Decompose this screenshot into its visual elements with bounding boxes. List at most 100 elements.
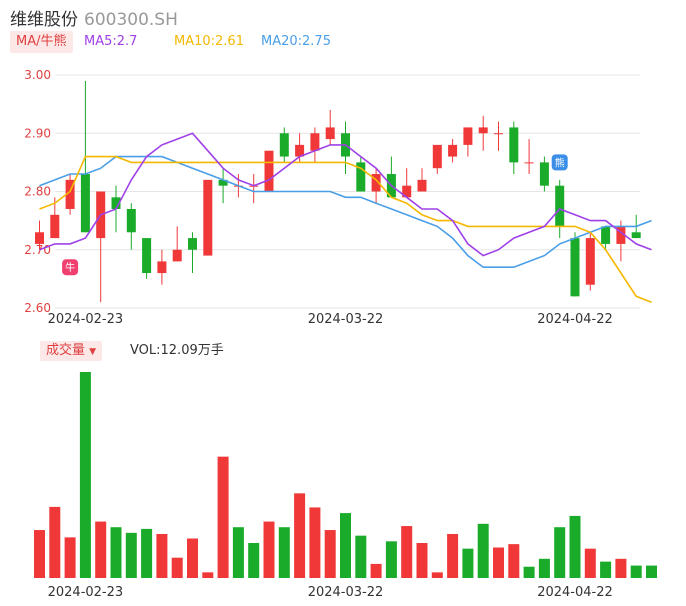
candle-down	[539, 162, 549, 186]
stock-title: 维维股份 600300.SH	[10, 5, 178, 30]
candle-up	[448, 144, 458, 157]
volume-bar	[340, 513, 351, 578]
volume-bar	[646, 565, 657, 578]
volume-bar	[615, 558, 627, 578]
volume-bar	[95, 521, 107, 578]
volume-bar	[493, 547, 504, 578]
candle-up	[432, 144, 442, 169]
volume-bar	[554, 527, 566, 578]
volume-bar	[110, 527, 122, 578]
ma10-line	[39, 155, 652, 303]
volume-bar	[49, 506, 61, 578]
volume-bar	[324, 530, 336, 578]
candle-up	[616, 226, 626, 244]
candle-up	[172, 249, 182, 262]
y-tick-label: 2.90	[24, 126, 51, 140]
candle-up	[494, 133, 503, 135]
candle-down	[356, 162, 366, 192]
ma20-line	[39, 155, 652, 268]
volume-bar	[584, 548, 596, 578]
signal-label: 熊	[555, 156, 565, 169]
candle-down	[188, 238, 197, 250]
volume-bar	[385, 541, 397, 578]
volume-bar	[171, 557, 183, 578]
volume-bar	[370, 563, 382, 578]
x-tick-label: 2024-04-22	[537, 585, 613, 600]
volume-bar	[202, 572, 214, 578]
candle-down	[570, 238, 580, 297]
candle-up	[524, 162, 534, 164]
candle-down	[509, 127, 519, 163]
volume-bar	[416, 543, 428, 578]
candle-down	[126, 208, 136, 233]
volume-bar	[523, 566, 535, 578]
stock-code: 600300.SH	[84, 10, 178, 30]
volume-bar	[248, 543, 260, 578]
x-tick-label: 2024-02-23	[48, 312, 124, 327]
volume-tab-label: 成交量	[46, 343, 86, 358]
candle-up	[65, 179, 75, 209]
volume-bar	[538, 558, 550, 578]
volume-bar	[309, 507, 321, 578]
volume-indicator-tab[interactable]: 成交量 ▼	[40, 341, 103, 361]
candle-up	[310, 133, 320, 151]
ma20-value: MA20:2.75	[261, 34, 331, 49]
volume-bar	[79, 372, 91, 578]
candle-up	[402, 185, 412, 198]
volume-bar	[462, 548, 474, 578]
volume-bar	[508, 544, 520, 578]
x-tick-label: 2024-04-22	[537, 312, 613, 327]
volume-bar	[600, 561, 612, 578]
volume-bar	[355, 535, 367, 578]
volume-bar	[156, 533, 168, 578]
volume-bar	[141, 528, 153, 578]
y-tick-label: 2.70	[24, 243, 51, 257]
ma5-value: MA5:2.7	[84, 34, 138, 49]
volume-bar	[569, 515, 581, 578]
candle-down	[279, 133, 289, 157]
ma5-line	[39, 132, 652, 257]
candle-up	[157, 261, 167, 274]
y-tick-label: 2.80	[24, 185, 51, 199]
ma-indicator-tab[interactable]: MA/牛熊	[10, 31, 73, 53]
volume-bar	[232, 527, 244, 578]
bull-signal-icon	[62, 259, 79, 276]
volume-bar	[64, 537, 76, 578]
volume-bar	[278, 527, 290, 578]
volume-bar	[477, 523, 489, 578]
volume-bar	[431, 572, 443, 578]
volume-value: VOL:12.09万手	[130, 343, 224, 358]
bear-signal-icon	[551, 154, 568, 171]
stock-name: 维维股份	[10, 10, 78, 30]
volume-bar	[447, 533, 459, 578]
y-tick-label: 2.60	[24, 301, 51, 315]
volume-bar	[187, 538, 198, 578]
ma10-value: MA10:2.61	[174, 34, 244, 49]
chevron-down-icon: ▼	[89, 347, 97, 357]
candle-up	[264, 150, 274, 192]
candle-down	[80, 174, 90, 233]
candle-up	[478, 127, 488, 134]
candle-down	[631, 232, 641, 239]
candle-down	[142, 238, 152, 274]
volume-bar	[294, 493, 306, 578]
volume-bar	[401, 526, 413, 578]
candle-up	[35, 232, 44, 244]
volume-bar	[630, 565, 642, 578]
x-tick-label: 2024-03-22	[308, 312, 384, 327]
candle-down	[555, 185, 565, 227]
candle-up	[417, 179, 427, 192]
volume-bar	[34, 530, 45, 578]
candle-up	[203, 179, 213, 256]
volume-bar	[263, 521, 275, 578]
candle-up	[585, 238, 595, 285]
candle-down	[601, 226, 611, 244]
candle-up	[50, 214, 60, 239]
x-tick-label: 2024-03-22	[308, 585, 384, 600]
volume-bar	[217, 456, 229, 578]
candle-down	[111, 197, 121, 209]
candle-up	[371, 174, 381, 192]
y-tick-label: 3.00	[24, 68, 51, 82]
signal-label: 牛	[65, 261, 75, 274]
